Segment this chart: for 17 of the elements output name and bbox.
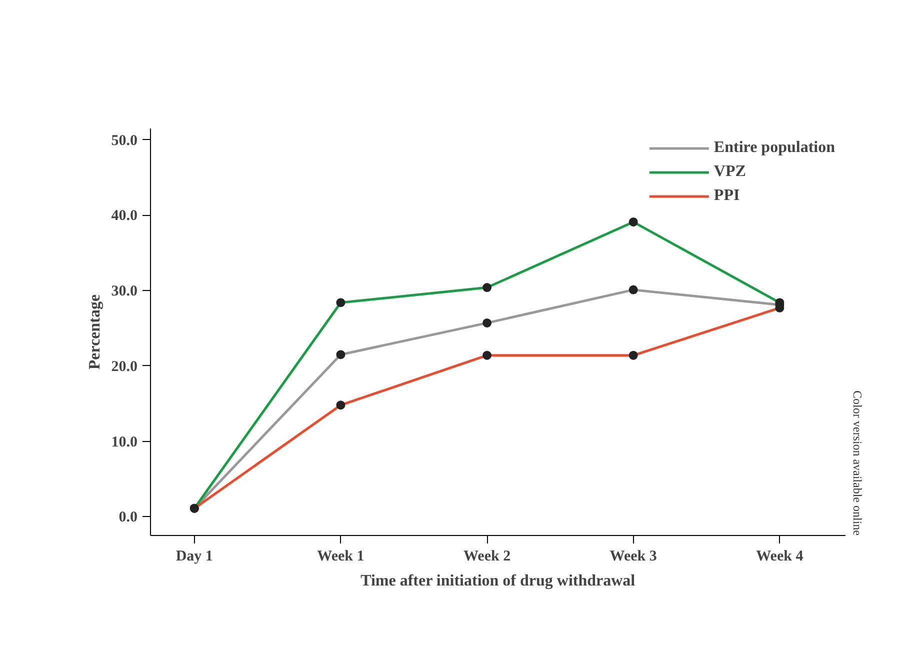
y-axis-title: Percentage: [86, 294, 104, 370]
y-tick-label: 30.0: [111, 284, 138, 300]
x-tick-label: Week 4: [756, 548, 804, 564]
legend-label: PPI: [714, 187, 740, 205]
legend-label: Entire population: [714, 139, 835, 157]
x-tick-label: Week 2: [463, 548, 511, 564]
y-tick-label: 50.0: [111, 132, 138, 149]
y-tick-label: 20.0: [111, 358, 138, 375]
x-tick-label: Week 3: [610, 548, 657, 564]
y-tick-label: 40.0: [111, 208, 138, 224]
legend-label: VPZ: [714, 163, 746, 181]
y-tick-label: 10.0: [111, 434, 138, 450]
x-tick-label: Week 1: [317, 548, 364, 564]
x-axis-title: Time after initiation of drug withdrawal: [360, 572, 636, 590]
text: Color version available online: [850, 390, 864, 536]
y-tick-label: 0.0: [118, 510, 138, 526]
x-tick-label: Day 1: [176, 548, 213, 564]
